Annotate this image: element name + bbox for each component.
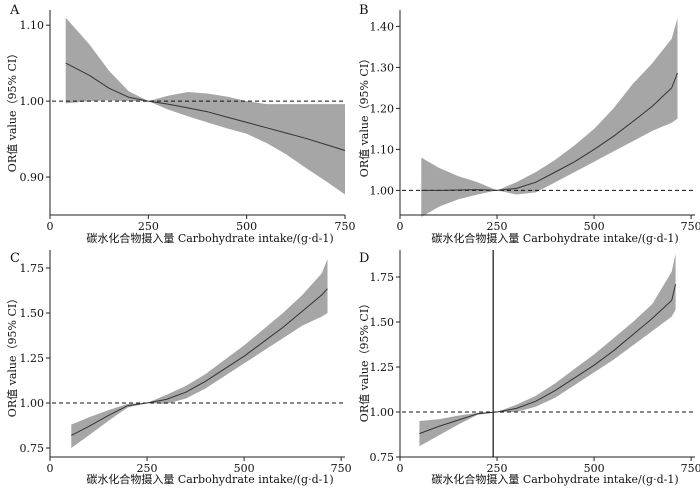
y-tick-label: 1.00 — [20, 397, 45, 410]
y-tick-label: 1.75 — [370, 271, 395, 284]
y-tick-label: 1.50 — [370, 316, 395, 329]
y-tick-label: 1.75 — [20, 262, 45, 275]
or-curve — [421, 72, 678, 191]
x-tick-label: 0 — [397, 462, 404, 475]
panel-letter: B — [359, 3, 369, 18]
panel-b: 0 250 500 750 1.00 1.10 1.20 1.30 1.40B OR值 value… — [358, 3, 700, 245]
x-tick-label: 750 — [681, 220, 700, 233]
x-tick-label: 0 — [397, 220, 404, 233]
x-tick-label: 0 — [47, 220, 54, 233]
panel-letter: C — [10, 251, 20, 266]
y-tick-label: 1.25 — [20, 352, 45, 365]
or-curve — [419, 284, 677, 435]
y-tick-label: 0.75 — [370, 451, 395, 464]
x-tick-label: 500 — [584, 220, 605, 233]
panel-c: 0 250 500 750 0.75 1.00 1.25 1.50 1.75C OR值 value… — [6, 250, 352, 486]
y-tick-label: 1.10 — [20, 19, 45, 32]
y-tick-label: 1.50 — [20, 307, 45, 320]
y-tick-label: 1.00 — [370, 184, 395, 197]
x-tick-label: 0 — [47, 462, 54, 475]
x-axis-label: 碳水化合物摄入量 Carbohydrate intake/(g·d-1) — [431, 472, 678, 486]
y-tick-label: 1.30 — [370, 61, 395, 74]
x-tick-label: 750 — [331, 462, 352, 475]
y-tick-label: 0.90 — [20, 171, 45, 184]
y-tick-label: 1.40 — [370, 20, 395, 33]
x-tick-label: 500 — [234, 462, 255, 475]
panel-a: 0 250 500 750 0.90 1.00 1.10A OR值 value（95% CI）… — [6, 3, 356, 245]
y-axis-label: OR值 value（95% CI） — [358, 53, 371, 177]
x-tick-label: 500 — [236, 220, 257, 233]
x-tick-label: 250 — [487, 462, 508, 475]
panel-letter: A — [9, 3, 20, 18]
x-axis-label: 碳水化合物摄入量 Carbohydrate intake/(g·d-1) — [86, 231, 333, 245]
y-tick-label: 1.25 — [370, 361, 395, 374]
x-tick-label: 750 — [681, 462, 700, 475]
y-tick-label: 1.10 — [370, 143, 395, 156]
x-tick-label: 500 — [584, 462, 605, 475]
panel-letter: D — [359, 251, 369, 266]
x-tick-label: 250 — [487, 220, 508, 233]
x-tick-label: 250 — [138, 220, 159, 233]
x-axis-label: 碳水化合物摄入量 Carbohydrate intake/(g·d-1) — [431, 231, 678, 245]
or-curve — [71, 288, 328, 436]
y-tick-label: 1.00 — [370, 406, 395, 419]
ci-band — [419, 253, 676, 447]
x-tick-label: 750 — [335, 220, 356, 233]
or-curve — [65, 62, 346, 151]
y-tick-label: 1.20 — [370, 102, 395, 115]
ci-band — [71, 259, 328, 448]
y-axis-label: OR值 value（95% CI） — [6, 293, 19, 417]
ci-band — [65, 17, 345, 195]
y-axis-label: OR值 value（95% CI） — [6, 48, 19, 172]
x-tick-label: 250 — [137, 462, 158, 475]
y-tick-label: 1.00 — [20, 95, 45, 108]
x-axis-label: 碳水化合物摄入量 Carbohydrate intake/(g·d-1) — [86, 472, 333, 486]
panel-d: 0 250 500 750 0.75 1.00 1.25 1.50 1.75D OR值 value… — [358, 250, 700, 486]
ci-band — [421, 18, 678, 218]
y-tick-label: 0.75 — [20, 442, 45, 455]
y-axis-label: OR值 value（95% CI） — [358, 298, 371, 422]
